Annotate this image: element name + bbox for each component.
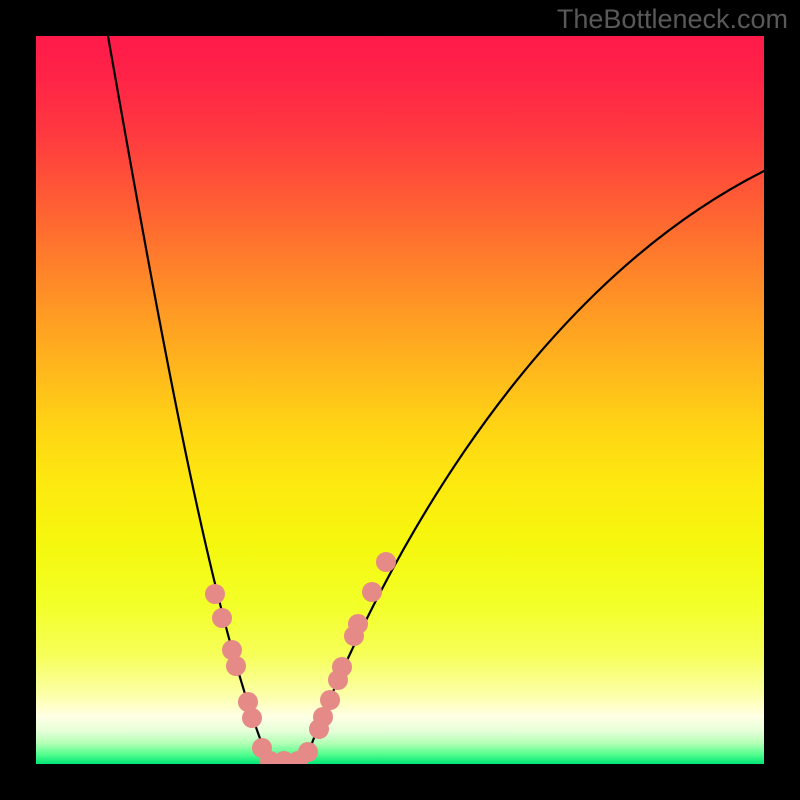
marker-left-3 <box>226 656 246 676</box>
plot-area <box>36 36 764 764</box>
curve-right <box>304 171 764 764</box>
marker-right-8 <box>362 582 382 602</box>
curve-left <box>108 36 270 764</box>
marker-right-9 <box>376 552 396 572</box>
marker-left-1 <box>212 608 232 628</box>
watermark-text: TheBottleneck.com <box>557 4 788 35</box>
curve-layer <box>36 36 764 764</box>
marker-right-7 <box>348 614 368 634</box>
marker-left-0 <box>205 584 225 604</box>
marker-right-3 <box>320 690 340 710</box>
marker-right-5 <box>332 657 352 677</box>
chart-container: TheBottleneck.com <box>0 0 800 800</box>
marker-right-0 <box>298 742 318 762</box>
marker-left-5 <box>242 708 262 728</box>
